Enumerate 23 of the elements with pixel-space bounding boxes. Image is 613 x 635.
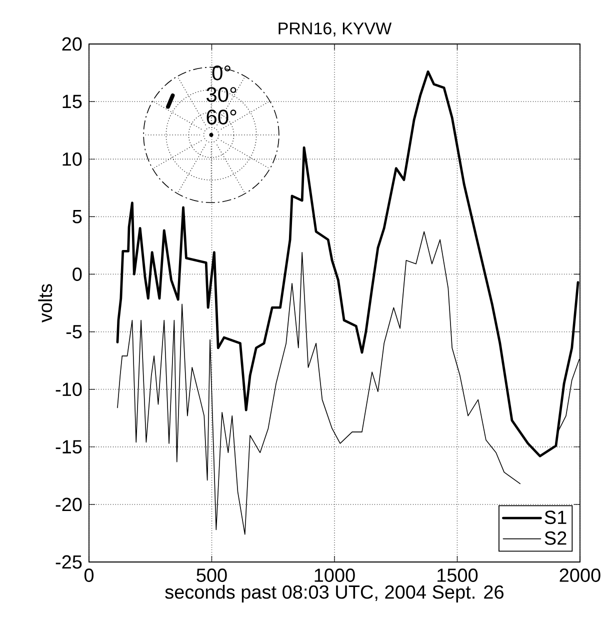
y-tick-label: 20 <box>62 37 82 51</box>
y-tick-label: 5 <box>72 210 82 224</box>
y-tick-label: -20 <box>56 498 82 512</box>
x-tick-label: 1500 <box>438 568 478 582</box>
y-tick-label: -5 <box>66 325 82 338</box>
y-tick-label: -15 <box>56 440 82 454</box>
x-tick-label: 500 <box>196 568 227 582</box>
legend-label: S1 <box>544 510 566 524</box>
chart-title: PRN16, KYVW <box>278 22 392 36</box>
y-axis-title: volts <box>38 284 52 322</box>
y-tick-label: 15 <box>62 94 82 108</box>
x-tick-label: 1000 <box>314 568 355 582</box>
annotation: 60° <box>206 110 236 125</box>
y-tick-label: 10 <box>62 152 82 166</box>
annotation: 30° <box>206 87 236 102</box>
x-tick-label: 2000 <box>560 568 600 582</box>
y-tick-label: -10 <box>56 382 82 396</box>
x-tick-label: 0 <box>84 568 94 582</box>
x-axis-title: seconds past 08:03 UTC, 2004 Sept. 26 <box>165 584 504 603</box>
y-tick-label: 0 <box>72 267 82 281</box>
annotation: 0° <box>212 65 230 80</box>
legend-label: S2 <box>544 531 566 545</box>
y-tick-label: -25 <box>56 555 82 569</box>
